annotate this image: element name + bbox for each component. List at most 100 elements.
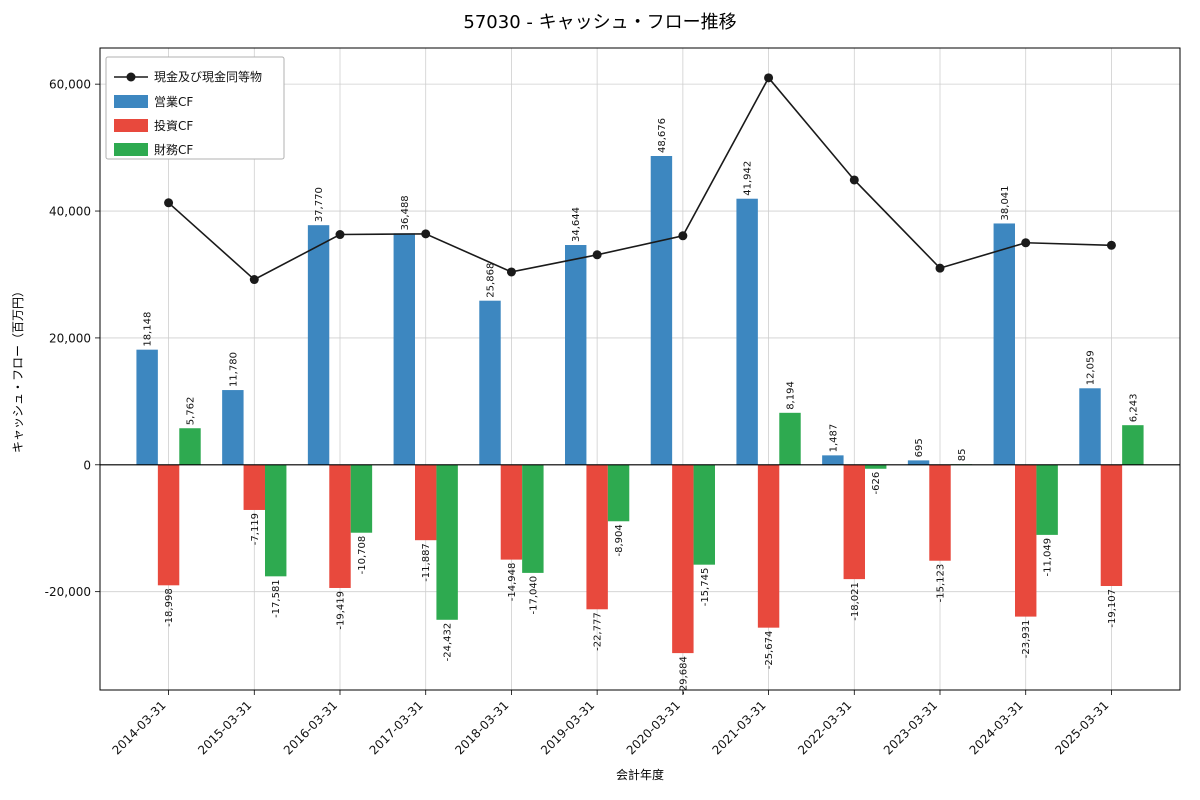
x-tick-label: 2024-03-31: [967, 698, 1026, 757]
legend-label-operating-cf: 営業CF: [154, 95, 193, 109]
bar-value-label: 5,762: [186, 397, 197, 426]
bar: [479, 300, 501, 465]
bar: [307, 225, 330, 465]
legend-swatch-investing-cf: [114, 119, 148, 132]
bar: [736, 198, 758, 465]
legend-swatch-operating-cf: [114, 95, 148, 108]
bar-value-label: -19,107: [1107, 589, 1118, 628]
bar-value-label: -22,777: [593, 612, 604, 651]
bar-value-label: 695: [914, 438, 925, 457]
bar-value-label: -23,931: [1021, 620, 1032, 659]
line-marker: [421, 229, 431, 239]
bar: [865, 464, 887, 469]
x-tick-label: 2014-03-31: [109, 698, 168, 757]
bar-value-label: -29,684: [678, 656, 689, 695]
bar: [1015, 464, 1037, 617]
bar: [1036, 464, 1058, 535]
bar: [265, 464, 287, 577]
bar-value-label: 36,488: [400, 195, 411, 230]
bar-value-label: -11,049: [1043, 538, 1054, 577]
chart-legend: 現金及び現金同等物 営業CF 投資CF 財務CF: [105, 56, 285, 160]
bar: [415, 464, 437, 541]
bar: [1100, 464, 1123, 587]
bar: [1079, 388, 1101, 465]
bar-value-label: -15,745: [700, 568, 711, 607]
y-tick-label: 60,000: [49, 78, 91, 92]
chart-title: 57030 - キャッシュ・フロー推移: [463, 12, 736, 33]
bar-value-label: 41,942: [743, 161, 754, 196]
bar-value-label: 11,780: [228, 352, 239, 387]
legend-box: [105, 56, 285, 160]
bar: [843, 464, 865, 580]
bar: [907, 460, 930, 465]
plot-border: [99, 47, 1181, 691]
bar-value-label: -15,123: [936, 564, 947, 603]
line-marker: [678, 231, 688, 241]
x-tick-label: 2017-03-31: [367, 698, 426, 757]
bar-value-label: -18,021: [850, 582, 861, 621]
x-tick-label: 2021-03-31: [709, 698, 768, 757]
bar: [929, 464, 951, 561]
bar: [993, 223, 1015, 465]
line-marker: [764, 73, 774, 83]
bar-value-label: 38,041: [1000, 185, 1011, 220]
line-marker: [335, 230, 345, 240]
bar-value-label: -8,904: [614, 524, 625, 556]
bar-value-label: -18,998: [164, 588, 175, 627]
bar-value-label: -19,419: [336, 591, 347, 630]
bar: [179, 428, 201, 465]
bar-value-label: -25,674: [764, 631, 775, 670]
line-marker-icon: [126, 72, 136, 82]
legend-label-financing-cf: 財務CF: [154, 142, 193, 157]
bar: [522, 464, 544, 573]
legend-label-investing-cf: 投資CF: [154, 118, 193, 133]
y-tick-label: -20,000: [45, 585, 91, 599]
bar-value-label: -24,432: [443, 623, 454, 662]
x-axis-title: 会計年度: [616, 767, 664, 782]
x-tick-label: 2018-03-31: [452, 698, 511, 757]
bar-value-label: 48,676: [657, 118, 668, 153]
x-tick-label: 2015-03-31: [195, 698, 254, 757]
bar-value-label: 6,243: [1128, 394, 1139, 423]
bar-value-label: -17,581: [271, 579, 282, 618]
bar: [565, 245, 587, 465]
bar-value-label: -11,887: [421, 543, 432, 582]
y-tick-label: 20,000: [49, 331, 91, 345]
bar-value-label: 37,770: [314, 187, 325, 222]
x-tick-label: 2025-03-31: [1052, 698, 1111, 757]
bar: [1122, 425, 1144, 465]
line-marker: [592, 250, 602, 260]
bar: [157, 464, 180, 586]
bar: [693, 464, 715, 565]
bar: [822, 455, 844, 465]
bar: [650, 155, 673, 465]
bar-value-label: 85: [957, 449, 968, 462]
bar: [500, 464, 523, 560]
y-axis-title: キャッシュ・フロー（百万円）: [11, 285, 25, 453]
line-marker: [935, 263, 945, 273]
y-tick-label: 0: [83, 458, 91, 472]
bar: [136, 349, 158, 465]
bar-value-label: 34,644: [571, 207, 582, 242]
line-marker: [249, 275, 259, 285]
cash-line: [168, 76, 1112, 281]
bar: [586, 464, 608, 610]
bar: [243, 464, 265, 510]
bar-value-label: -14,948: [507, 563, 518, 602]
bar: [436, 464, 458, 620]
bar: [222, 390, 244, 465]
bar-value-label: 1,487: [828, 424, 839, 453]
x-tick-label: 2016-03-31: [281, 698, 340, 757]
line-marker: [164, 198, 174, 208]
line-marker: [1021, 238, 1031, 248]
bar: [757, 464, 780, 628]
bar-value-label: 25,868: [486, 263, 497, 298]
bar-value-label: 18,148: [143, 312, 154, 347]
bar-value-label: 8,194: [786, 381, 797, 410]
bar: [350, 464, 373, 533]
x-tick-label: 2020-03-31: [624, 698, 683, 757]
x-tick-label: 2023-03-31: [881, 698, 940, 757]
bar: [329, 464, 351, 588]
